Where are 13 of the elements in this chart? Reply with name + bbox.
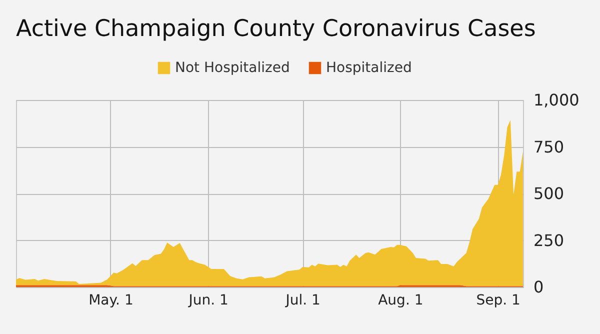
x-tick-label: Aug. 1 [378, 292, 424, 308]
y-tick-label: 0 [534, 278, 544, 296]
y-tick-label: 750 [534, 137, 564, 156]
chart-title: Active Champaign County Coronavirus Cases [16, 16, 536, 42]
legend-label: Not Hospitalized [175, 60, 290, 76]
legend-label: Hospitalized [326, 60, 412, 76]
x-tick-label: Jun. 1 [188, 292, 228, 308]
x-tick-label: Jul. 1 [284, 292, 320, 308]
y-tick-label: 250 [534, 230, 564, 250]
x-tick-label: Sep. 1 [476, 292, 520, 308]
y-tick-label: 1,000 [534, 90, 580, 110]
x-tick-label: May. 1 [88, 292, 134, 308]
y-tick-label: 500 [534, 184, 564, 203]
